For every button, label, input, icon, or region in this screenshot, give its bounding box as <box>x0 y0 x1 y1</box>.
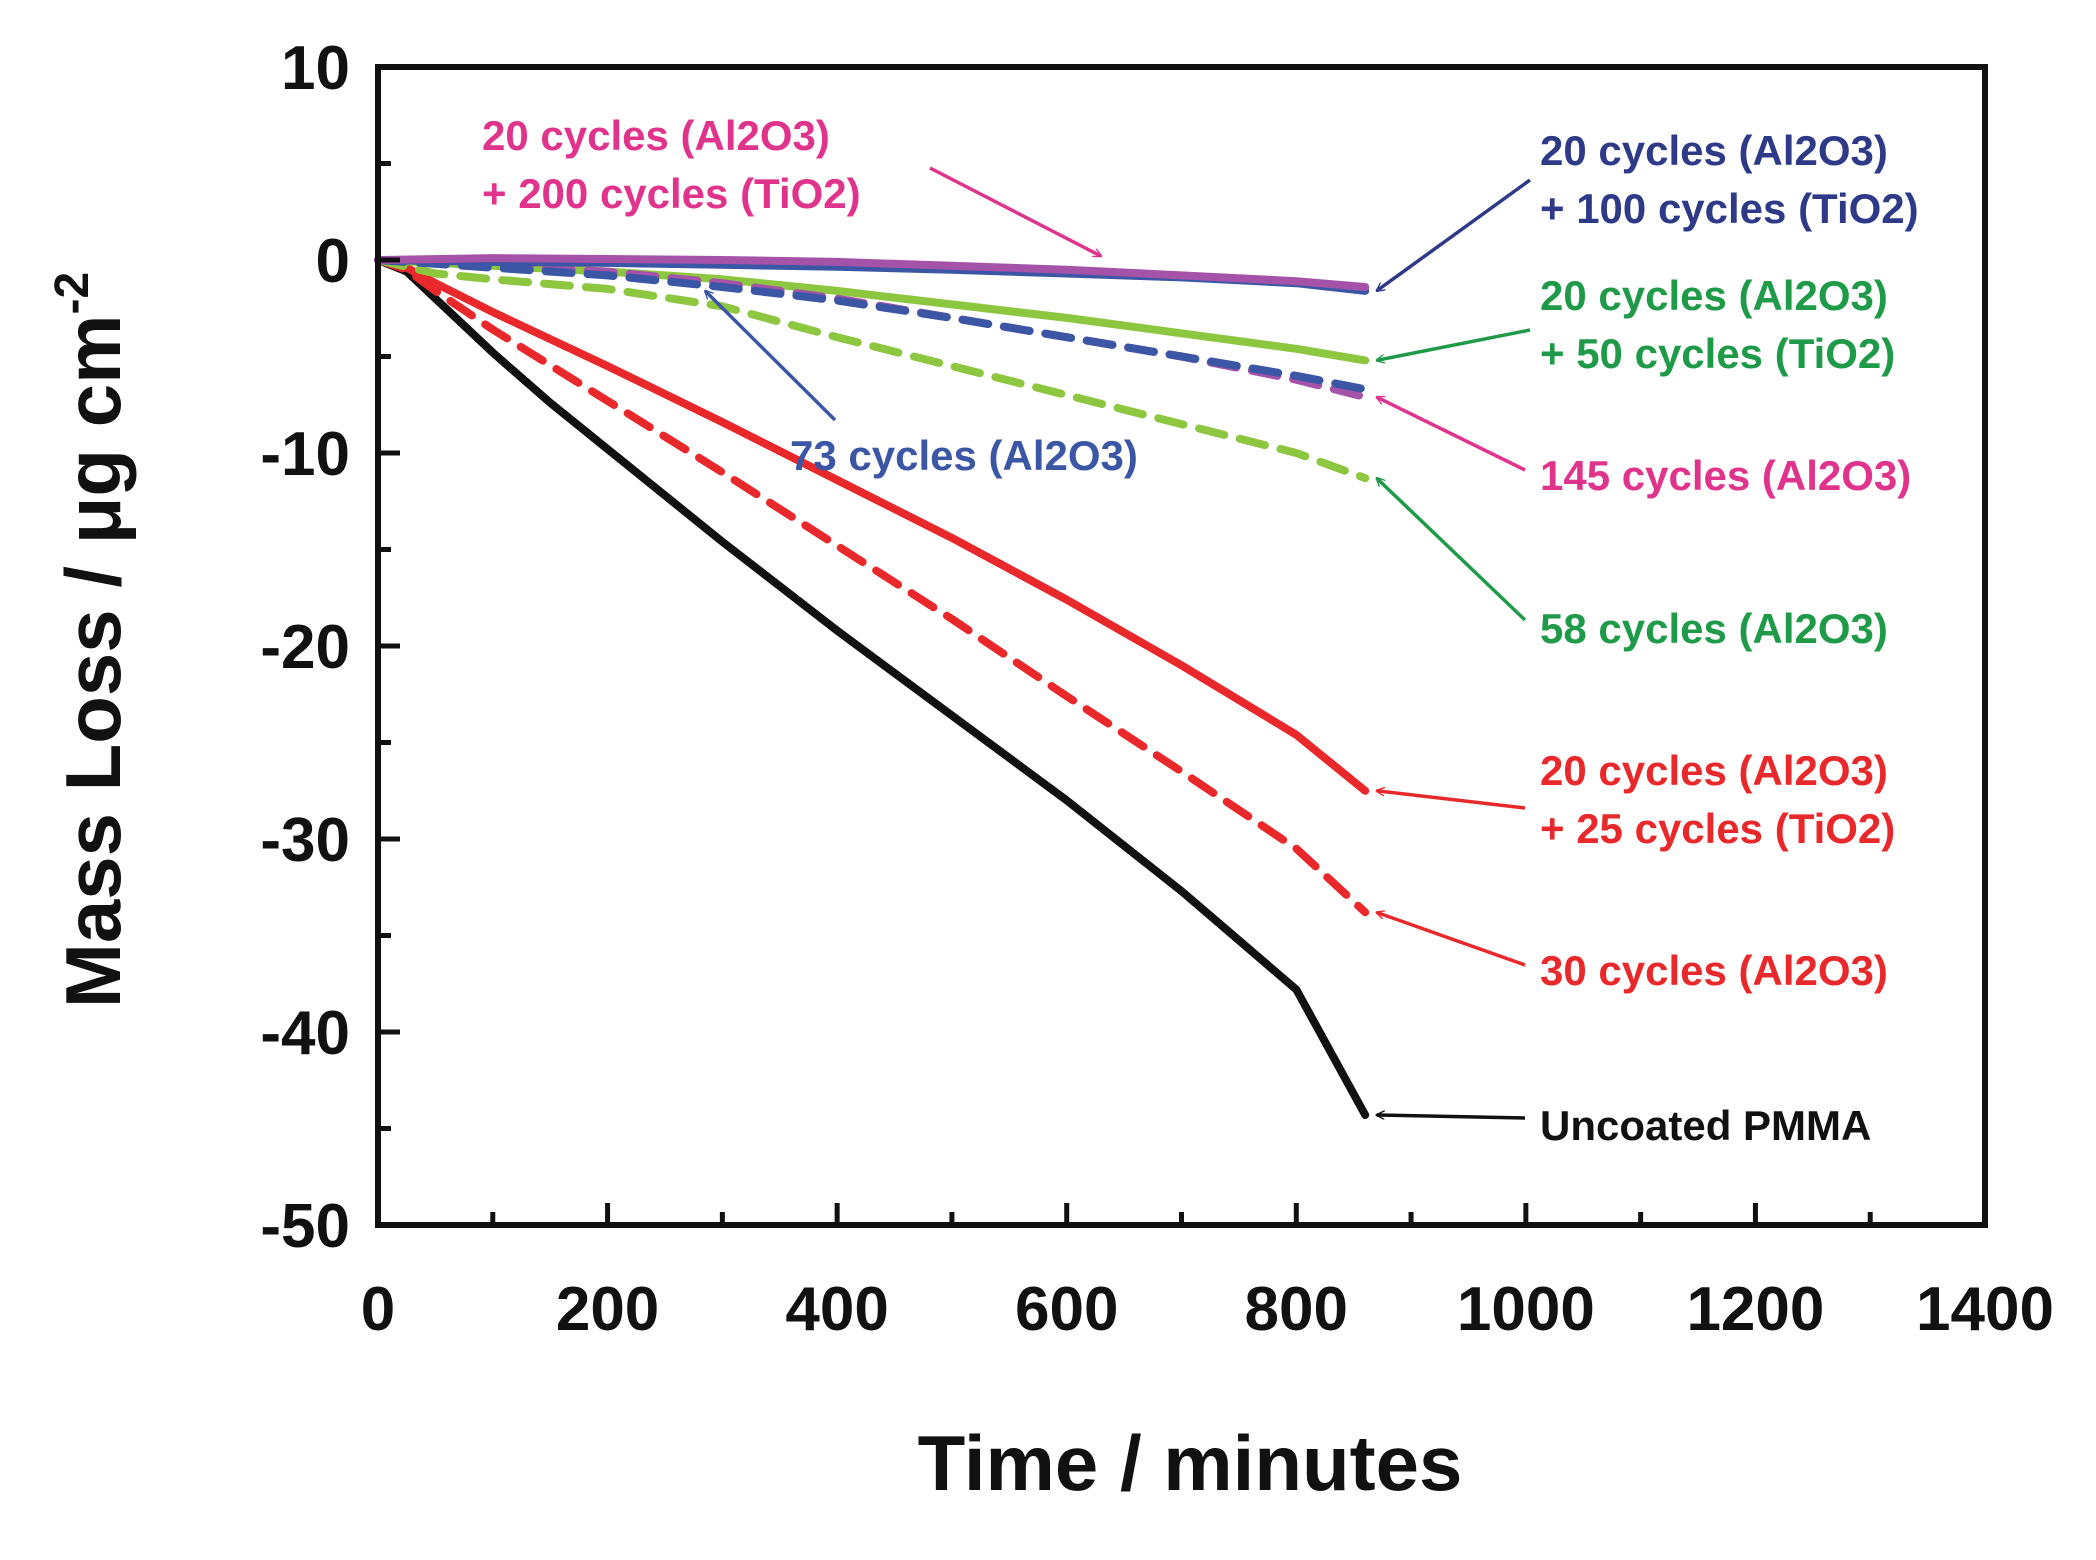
x-tick-label: 1000 <box>1457 1275 1595 1344</box>
annotation-arrow <box>1377 178 1532 293</box>
x-axis-label: Time / minutes <box>918 1419 1463 1507</box>
annotation-line1: 73 cycles (Al2O3) <box>790 432 1138 479</box>
annotation-line1: 20 cycles (Al2O3) <box>1540 272 1888 319</box>
annotation-line2: + 25 cycles (TiO2) <box>1540 805 1895 852</box>
annotation-arrow <box>1377 328 1531 360</box>
annotation-line1: 58 cycles (Al2O3) <box>1540 605 1888 652</box>
annotation-8: 30 cycles (Al2O3) <box>1377 912 1888 994</box>
x-tick-label: 1200 <box>1686 1275 1824 1344</box>
series-line-3 <box>374 256 1370 795</box>
x-tick-label: 800 <box>1245 1275 1348 1344</box>
annotation-arrow <box>705 291 837 422</box>
annotation-7: 20 cycles (Al2O3) + 25 cycles (TiO2) <box>1377 747 1895 852</box>
annotations-layer: 20 cycles (Al2O3)+ 200 cycles (TiO2)20 c… <box>482 112 1919 1149</box>
series-layer <box>374 254 1370 1119</box>
annotation-arrow <box>1377 912 1526 967</box>
annotation-line1: 20 cycles (Al2O3) <box>482 112 830 159</box>
y-tick-label: -40 <box>260 999 350 1068</box>
annotation-line2: + 100 cycles (TiO2) <box>1540 185 1919 232</box>
x-tick-label: 1400 <box>1916 1275 2054 1344</box>
y-axis-label-main: Mass Loss / μg cm <box>49 315 137 1009</box>
series-line-2 <box>374 256 1370 917</box>
x-tick-label: 0 <box>361 1275 395 1344</box>
y-tick-label: -10 <box>260 420 350 489</box>
y-tick-label: -20 <box>260 613 350 682</box>
y-tick-label: -30 <box>260 806 350 875</box>
annotation-3: 20 cycles (Al2O3) + 50 cycles (TiO2) <box>1377 272 1895 377</box>
series-line-9 <box>374 254 1370 291</box>
y-tick-label: 0 <box>316 227 350 296</box>
annotation-9: Uncoated PMMA <box>1377 1102 1871 1149</box>
annotation-line1: 20 cycles (Al2O3) <box>1540 127 1888 174</box>
series-line-7 <box>374 256 1370 394</box>
annotation-5: 73 cycles (Al2O3) <box>705 291 1138 479</box>
annotation-arrow <box>1377 478 1527 622</box>
y-tick-label: 10 <box>281 34 350 103</box>
annotation-line1: 145 cycles (Al2O3) <box>1540 452 1911 499</box>
annotation-6: 58 cycles (Al2O3) <box>1377 478 1888 652</box>
annotation-line1: 20 cycles (Al2O3) <box>1540 747 1888 794</box>
axes-layer: 0 200 400 600 800 1000 1200 1400 10 0 -10 -20 -30 -40… <box>260 34 2054 1344</box>
x-tick-label: 400 <box>785 1275 888 1344</box>
annotation-4: 145 cycles (Al2O3) <box>1377 395 1911 499</box>
annotation-1: 20 cycles (Al2O3) + 200 cycles (TiO2) <box>482 112 1101 258</box>
y-tick-label: -50 <box>260 1192 350 1261</box>
y-axis-label-superscript: -2 <box>46 272 99 315</box>
x-tick-label: 200 <box>556 1275 659 1344</box>
annotation-line1: Uncoated PMMA <box>1540 1102 1871 1149</box>
annotation-arrow <box>1377 1115 1526 1120</box>
series-line-4 <box>374 256 1370 483</box>
annotation-2: 20 cycles (Al2O3) + 100 cycles (TiO2) <box>1377 127 1919 293</box>
annotation-line2: + 200 cycles (TiO2) <box>482 170 861 217</box>
annotation-line1: 30 cycles (Al2O3) <box>1540 947 1888 994</box>
x-tick-label: 600 <box>1015 1275 1118 1344</box>
annotation-line2: + 50 cycles (TiO2) <box>1540 330 1895 377</box>
series-line-1 <box>374 256 1370 1119</box>
annotation-arrow <box>929 166 1101 258</box>
annotation-arrow <box>1377 395 1526 472</box>
y-axis-label: Mass Loss / μg cm-2 <box>46 272 137 1008</box>
annotation-arrow <box>1377 791 1526 810</box>
